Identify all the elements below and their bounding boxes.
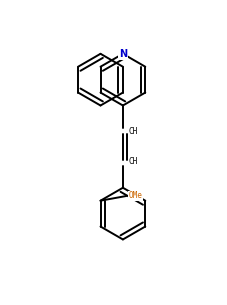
- Text: CH: CH: [128, 127, 138, 136]
- Text: CH: CH: [128, 157, 138, 167]
- Text: OMe: OMe: [128, 192, 142, 200]
- Text: N: N: [119, 49, 127, 59]
